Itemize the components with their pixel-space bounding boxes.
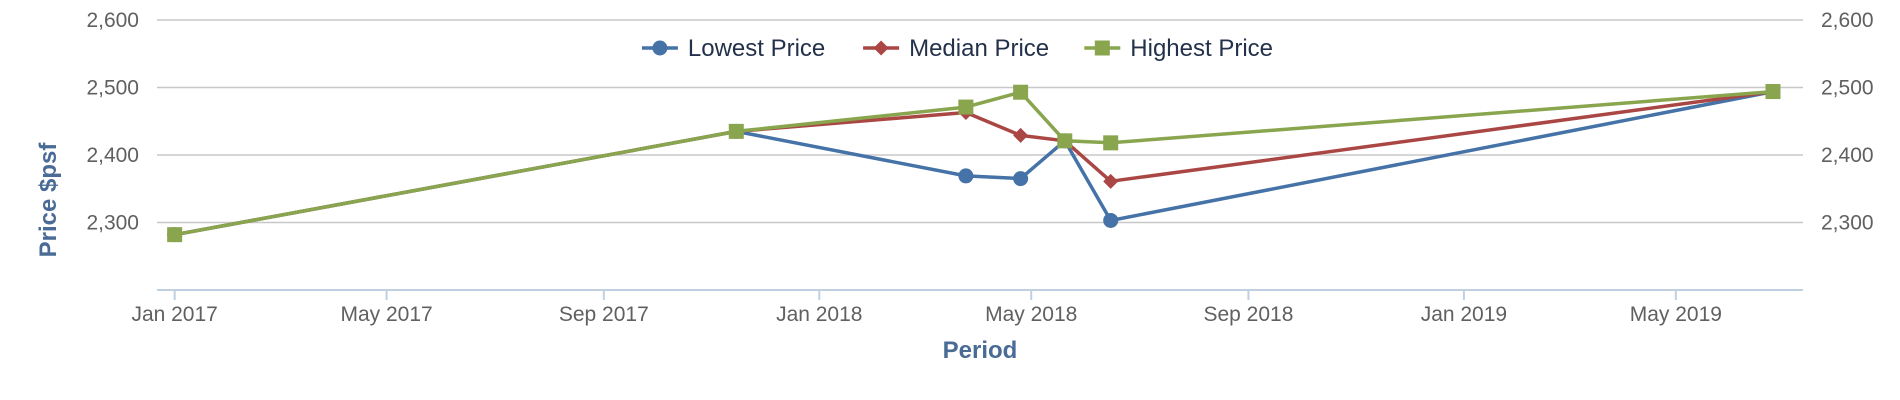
legend-item-lowest-price[interactable]: Lowest Price — [641, 35, 825, 62]
legend-marker — [652, 40, 668, 56]
legend-marker — [1094, 40, 1110, 56]
series-line-lowest-price — [174, 89, 1774, 237]
y-tick-label-left: 2,300 — [86, 212, 139, 235]
x-tick-label: May 2017 — [340, 303, 432, 326]
y-tick-label-right: 2,600 — [1821, 9, 1874, 32]
data-point-highest-price — [728, 123, 744, 139]
x-tick-label: Sep 2018 — [1203, 303, 1293, 326]
data-point-lowest-price — [1013, 171, 1029, 187]
data-point-highest-price — [167, 227, 183, 243]
legend-label: Lowest Price — [688, 35, 825, 62]
x-tick-label: May 2019 — [1630, 303, 1722, 326]
data-point-highest-price — [1103, 135, 1119, 151]
data-point-highest-price — [958, 99, 974, 115]
legend: Lowest Price Median Price Highest Price — [641, 35, 1273, 62]
x-tick-label: Jan 2019 — [1421, 303, 1507, 326]
legend-label: Highest Price — [1130, 35, 1273, 62]
series-layer — [167, 84, 1781, 243]
y-tick-label-left: 2,400 — [86, 144, 139, 167]
legend-item-highest-price[interactable]: Highest Price — [1084, 35, 1273, 62]
y-tick-label-right: 2,300 — [1821, 212, 1874, 235]
legend-marker — [873, 40, 889, 56]
x-tick-label: Jan 2017 — [131, 303, 217, 326]
data-point-highest-price — [1057, 133, 1073, 149]
series-line-highest-price — [174, 89, 1774, 237]
x-tick-label: May 2018 — [985, 303, 1077, 326]
data-point-lowest-price — [958, 168, 974, 184]
x-axis-title: Period — [943, 337, 1018, 364]
data-point-median-price — [1013, 127, 1029, 143]
x-tick-label: Jan 2018 — [776, 303, 862, 326]
axis-layer: 2,300 2,300 2,400 2,400 2,500 2,500 2,600 2,600… — [86, 9, 1873, 326]
y-tick-label-right: 2,400 — [1821, 144, 1874, 167]
y-tick-label-right: 2,500 — [1821, 77, 1874, 100]
series-line-median-price — [174, 89, 1774, 237]
data-point-lowest-price — [1103, 212, 1119, 228]
x-tick-label: Sep 2017 — [559, 303, 649, 326]
legend-label: Median Price — [909, 35, 1049, 62]
data-point-median-price — [1103, 173, 1119, 189]
y-tick-label-left: 2,600 — [86, 9, 139, 32]
grid-layer — [157, 19, 1803, 224]
legend-item-median-price[interactable]: Median Price — [863, 35, 1049, 62]
data-point-highest-price — [1765, 84, 1781, 100]
data-point-highest-price — [1013, 84, 1029, 100]
y-tick-label-left: 2,500 — [86, 77, 139, 100]
y-axis-title: Price $psf — [35, 142, 62, 258]
